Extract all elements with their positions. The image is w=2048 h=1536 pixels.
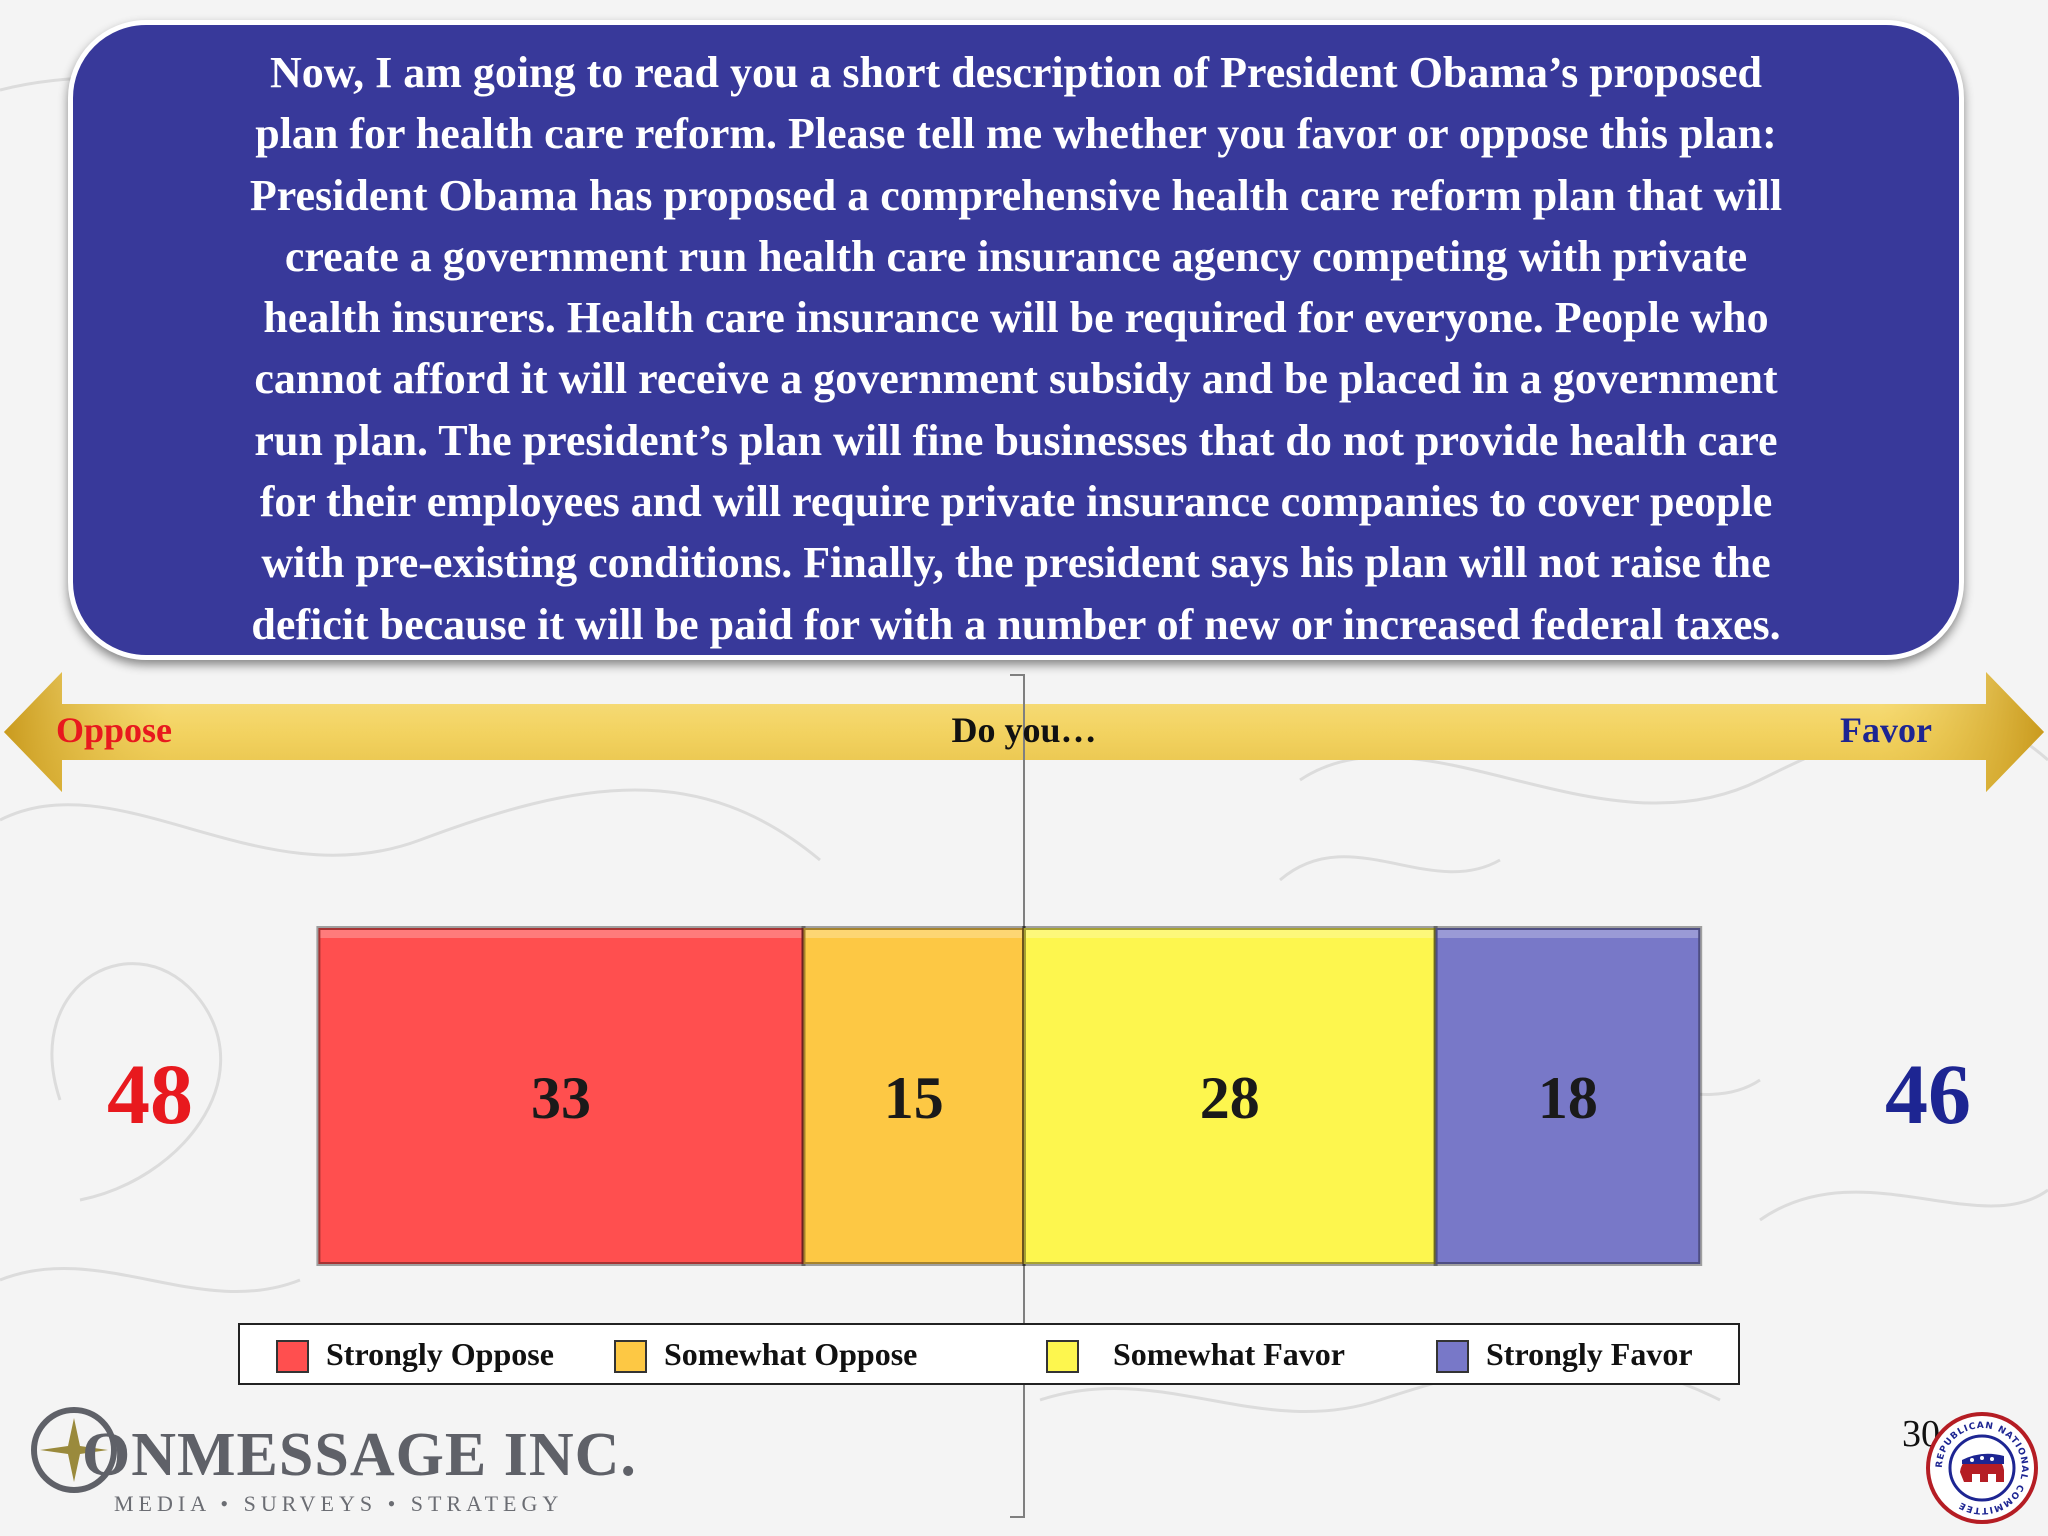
oppose-total: 48 [107, 1046, 193, 1142]
bar-segment-somewhat-favor [1022, 926, 1438, 1266]
chart-legend: Strongly Oppose Somewhat Oppose Somewhat… [238, 1323, 1740, 1385]
bar-value-label-somewhat-favor: 28 [1200, 1065, 1260, 1131]
question-line: deficit because it will be paid for with… [251, 599, 1781, 649]
bar-segment-highlight [320, 930, 802, 938]
legend-swatch-strongly-oppose [276, 1340, 309, 1373]
question-text-box: Now, I am going to read you a short desc… [68, 20, 1964, 660]
favor-label: Favor [1840, 710, 1932, 750]
bar-value-label-strongly-oppose: 33 [531, 1065, 591, 1131]
compass-star-icon [40, 1418, 108, 1482]
question-line: health insurers. Health care insurance w… [263, 293, 1769, 343]
bar-segment-highlight [1437, 930, 1699, 938]
legend-label: Strongly Oppose [326, 1336, 554, 1372]
bar-segment-highlight [1026, 930, 1434, 938]
bar-segment-somewhat-oppose [801, 926, 1026, 1266]
onmessage-logo [31, 1407, 117, 1493]
favor-total: 46 [1885, 1046, 1971, 1142]
legend-swatch-somewhat-oppose [614, 1340, 647, 1373]
center-divider-tick [1010, 674, 1025, 676]
bar-value-label-strongly-favor: 18 [1538, 1065, 1598, 1131]
center-divider-tick [1010, 1516, 1025, 1518]
question-prompt-label: Do you… [951, 710, 1097, 750]
question-line: plan for health care reform. Please tell… [255, 109, 1777, 159]
bar-segment-highlight [805, 930, 1022, 938]
logo-tagline: MEDIA • SURVEYS • STRATEGY [114, 1491, 564, 1516]
question-line: President Obama has proposed a comprehen… [249, 170, 1783, 220]
question-line: run plan. The president’s plan will fine… [254, 415, 1778, 465]
logo-wordmark: ONMESSAGE INC. [82, 1421, 637, 1489]
bar-segment-strongly-favor [1433, 926, 1703, 1266]
bar-value-label-somewhat-oppose: 15 [884, 1065, 944, 1131]
question-line: cannot afford it will receive a governme… [254, 354, 1778, 404]
oppose-label: Oppose [56, 710, 173, 750]
question-line: Now, I am going to read you a short desc… [269, 48, 1762, 97]
rnc-seal-icon: REPUBLICAN NATIONAL COMMITTEE [1926, 1412, 2038, 1524]
legend-swatch-strongly-favor [1436, 1340, 1469, 1373]
legend-label: Somewhat Oppose [664, 1336, 918, 1372]
question-line: for their employees and will require pri… [259, 477, 1773, 527]
legend-label: Somewhat Favor [1113, 1336, 1345, 1372]
question-line: create a government run health care insu… [284, 231, 1748, 281]
legend-label: Strongly Favor [1486, 1336, 1693, 1372]
question-line: with pre-existing conditions. Finally, t… [261, 538, 1771, 588]
legend-swatch-somewhat-favor [1046, 1340, 1079, 1373]
bar-segment-strongly-oppose [316, 926, 806, 1266]
